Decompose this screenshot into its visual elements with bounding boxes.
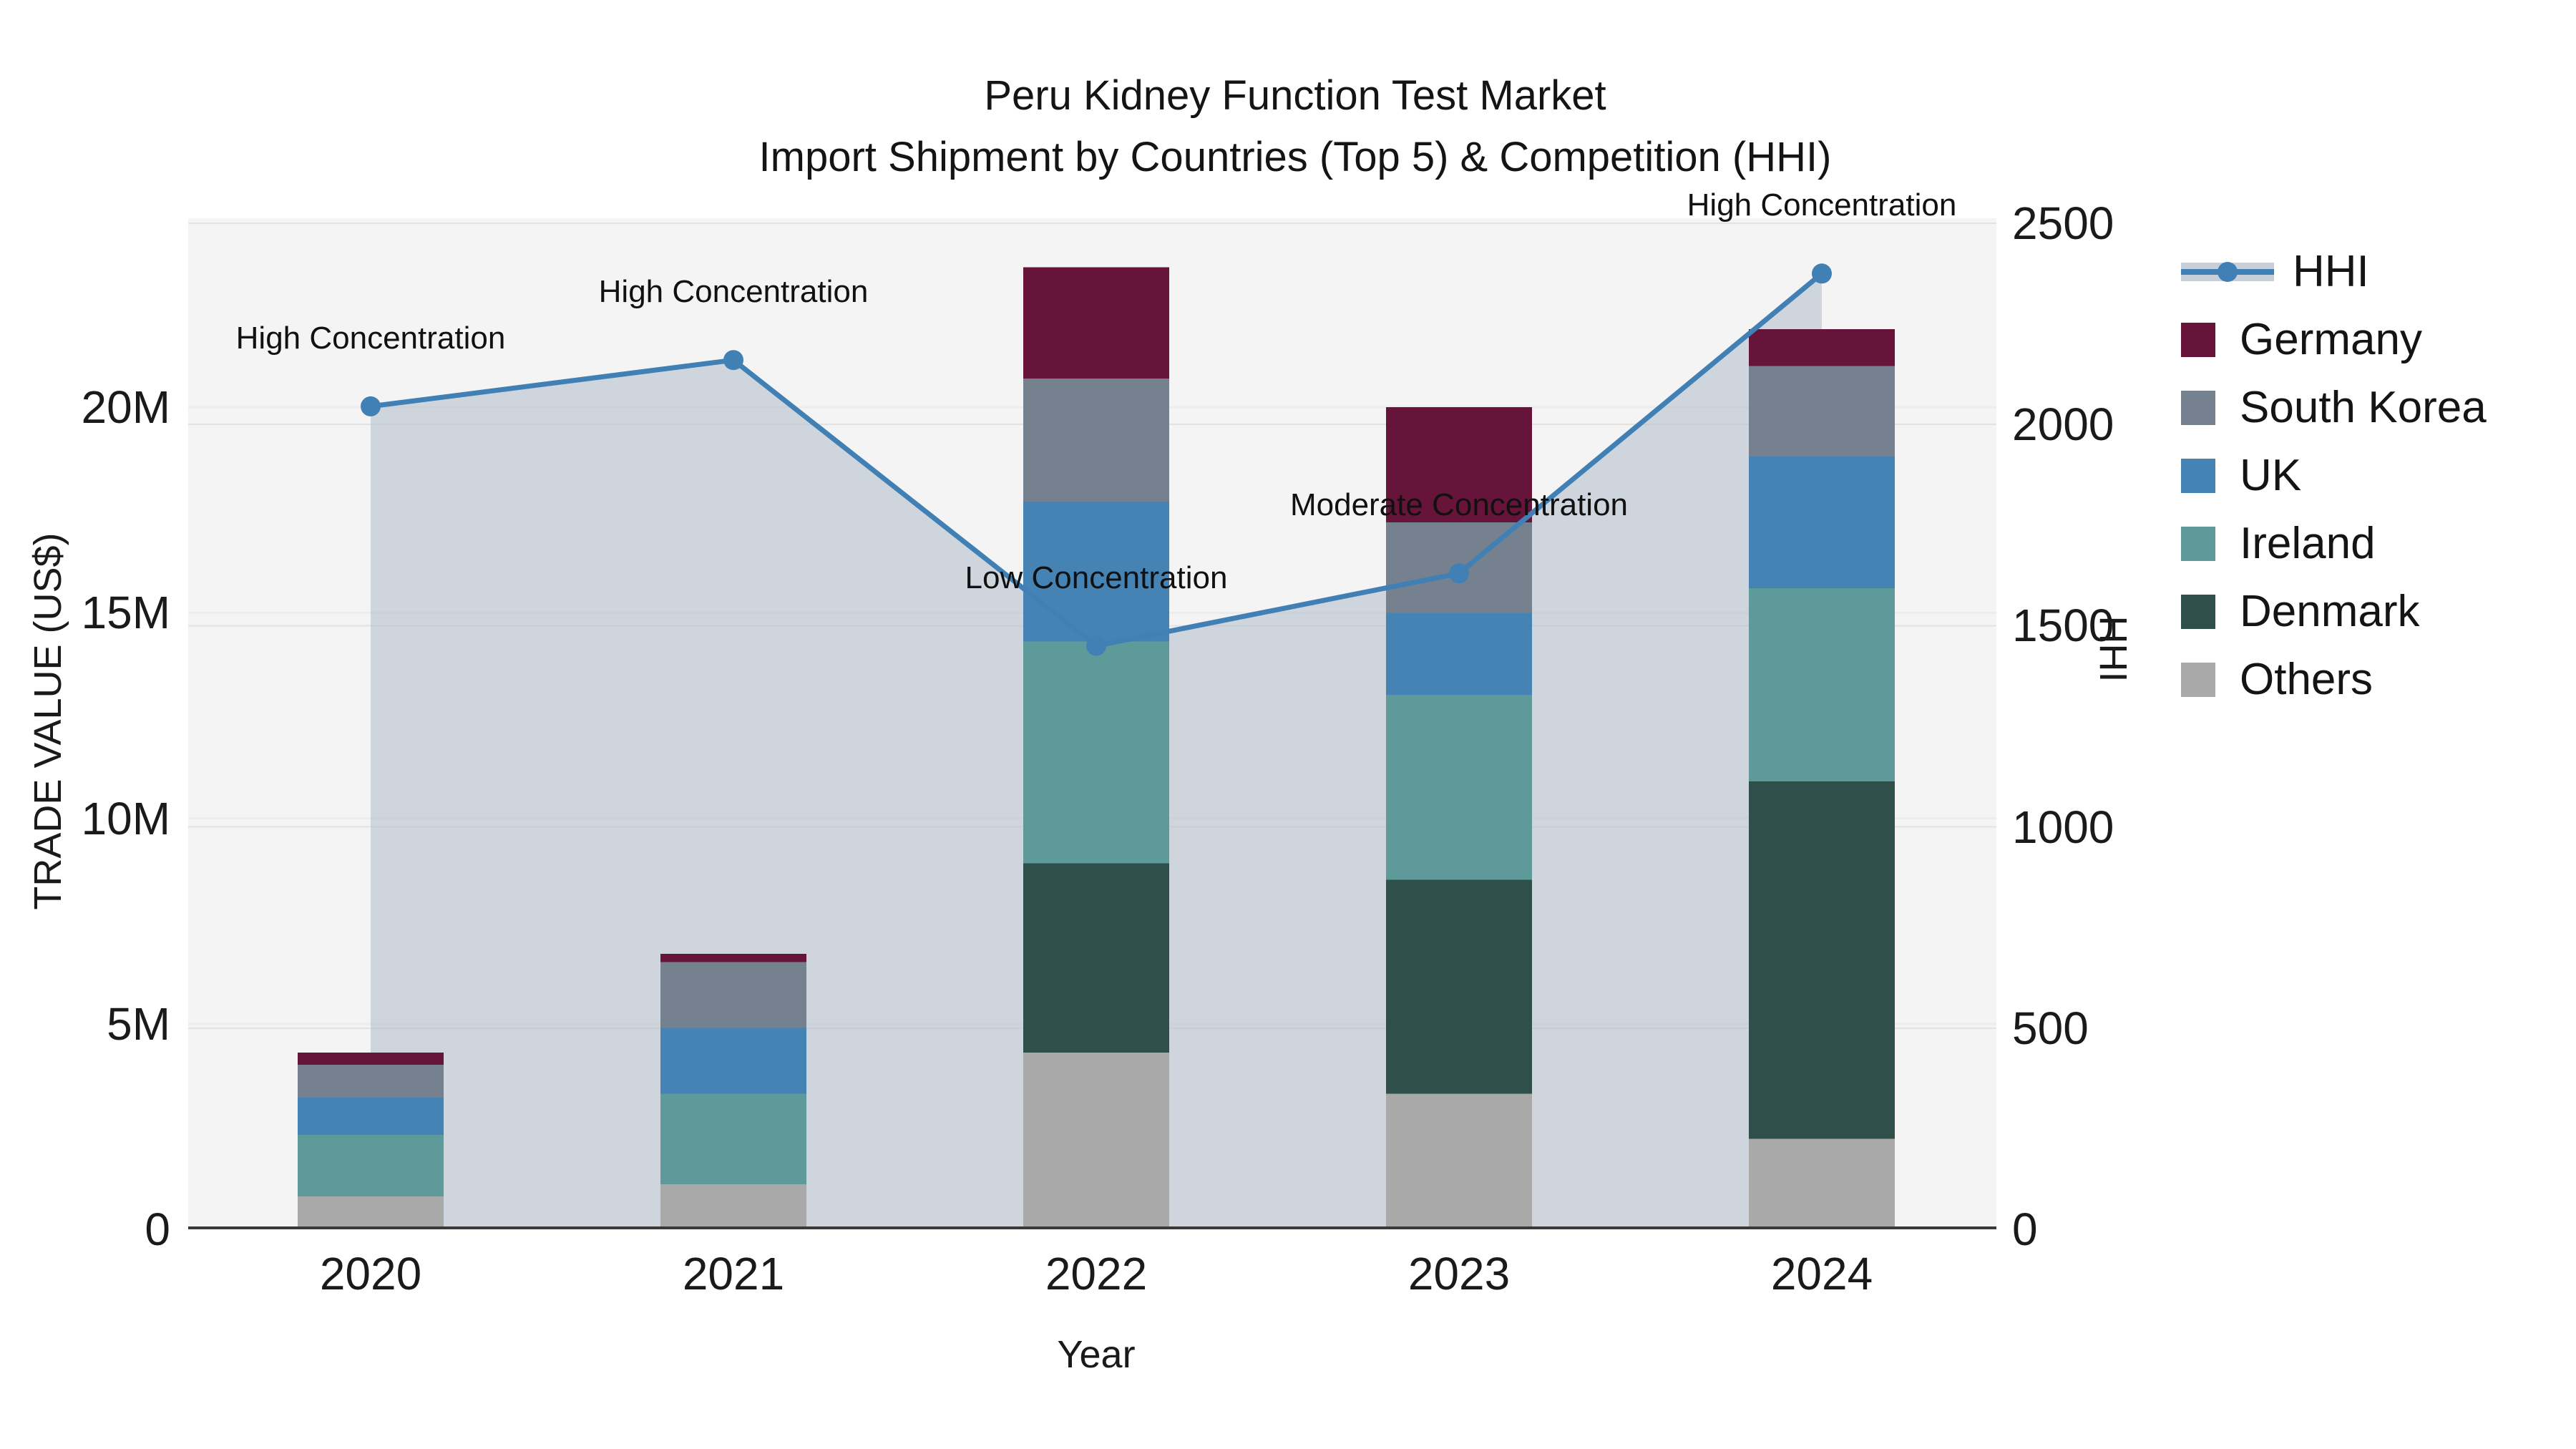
legend-item-others[interactable]: Others [2181,645,2487,713]
y-left-axis-title: TRADE VALUE (US$) [26,532,69,910]
annotation-label: High Concentration [598,274,869,310]
bar-segment-others [1749,1138,1895,1229]
bar-segment-others [298,1196,444,1229]
bar-segment-south-korea [1023,378,1169,502]
legend-swatch-icon [2181,594,2215,629]
legend-item-germany[interactable]: Germany [2181,306,2487,374]
hhi-marker [1812,263,1832,284]
legend-swatch-icon [2181,322,2215,357]
y-right-tick: 1000 [2012,801,2114,853]
annotation-label: Low Concentration [965,560,1228,595]
y-right-axis-title: HHI [2092,615,2135,683]
legend-swatch-icon [2181,458,2215,493]
hhi-line-swatch-icon [2181,261,2274,283]
bar-segment-others [1386,1093,1532,1229]
legend-item-ireland[interactable]: Ireland [2181,509,2487,577]
chart-title-line2: Import Shipment by Countries (Top 5) & C… [758,134,1832,180]
legend-item-south-korea[interactable]: South Korea [2181,374,2487,441]
y-left-tick: 10M [81,792,171,844]
annotation-label: High Concentration [1687,187,1957,223]
legend-swatch-icon [2181,526,2215,561]
bar-segment-others [660,1184,806,1229]
bar-segment-ireland [1386,695,1532,880]
y-right-tick: 1500 [2012,600,2114,652]
hhi-marker [723,350,743,371]
y-right-tick: 2000 [2012,399,2114,451]
legend-label: UK [2240,451,2302,500]
legend-swatch-icon [2181,390,2215,425]
legend-item-uk[interactable]: UK [2181,441,2487,509]
bar-segment-uk [1749,456,1895,588]
legend: HHI Germany South Korea UK Ireland Denmark Oth… [2181,238,2487,713]
bar-segment-denmark [1386,879,1532,1094]
bar-segment-uk [660,1028,806,1094]
hhi-marker [361,396,381,416]
bar-segment-uk [298,1098,444,1135]
legend-swatch-icon [2181,662,2215,697]
bar-segment-others [1023,1052,1169,1229]
bar-segment-ireland [298,1134,444,1197]
legend-label: Others [2240,655,2373,704]
x-tick-year: 2022 [1045,1248,1148,1299]
hhi-marker-glyph [2218,261,2238,282]
bar-segment-germany [298,1052,444,1065]
annotation-label: Moderate Concentration [1289,487,1629,523]
bar-segment-south-korea [1749,366,1895,457]
x-tick-year: 2021 [682,1248,785,1299]
y-right-tick: 0 [2012,1204,2038,1255]
bar-segment-denmark [1023,863,1169,1053]
bar-segment-germany [1023,267,1169,379]
legend-label: Germany [2240,315,2422,364]
bar-segment-germany [1749,328,1895,366]
x-tick-year: 2024 [1770,1248,1873,1299]
x-axis-title: Year [1057,1333,1136,1376]
x-tick-year: 2020 [319,1248,422,1299]
bar-segment-south-korea [298,1065,444,1098]
hhi-marker [1449,563,1469,584]
y-left-tick: 0 [145,1204,170,1255]
bar-segment-ireland [660,1093,806,1184]
y-left-tick: 15M [81,587,171,639]
chart-canvas [188,223,1996,1229]
plot-area [188,218,1996,1229]
legend-item-hhi[interactable]: HHI [2181,238,2487,306]
hhi-marker [1086,635,1106,656]
legend-label: South Korea [2240,383,2487,432]
y-right-tick: 500 [2012,1002,2089,1054]
chart-title-line1: Peru Kidney Function Test Market [984,72,1606,119]
y-right-tick: 2500 [2012,197,2114,249]
bar-segment-uk [1023,502,1169,642]
annotation-label: High Concentration [235,320,506,356]
legend-item-denmark[interactable]: Denmark [2181,577,2487,645]
legend-label: Denmark [2240,587,2420,636]
bar-segment-south-korea [660,962,806,1028]
bar-segment-germany [1386,407,1532,522]
legend-label: HHI [2293,247,2369,296]
legend-label: Ireland [2240,519,2376,568]
y-left-tick: 20M [81,381,171,433]
bar-segment-denmark [1749,781,1895,1139]
bar-segment-uk [1386,613,1532,696]
bar-segment-germany [660,954,806,962]
y-left-tick: 5M [107,997,170,1050]
bar-segment-ireland [1023,641,1169,864]
bar-segment-ireland [1749,587,1895,781]
x-tick-year: 2023 [1407,1248,1511,1299]
